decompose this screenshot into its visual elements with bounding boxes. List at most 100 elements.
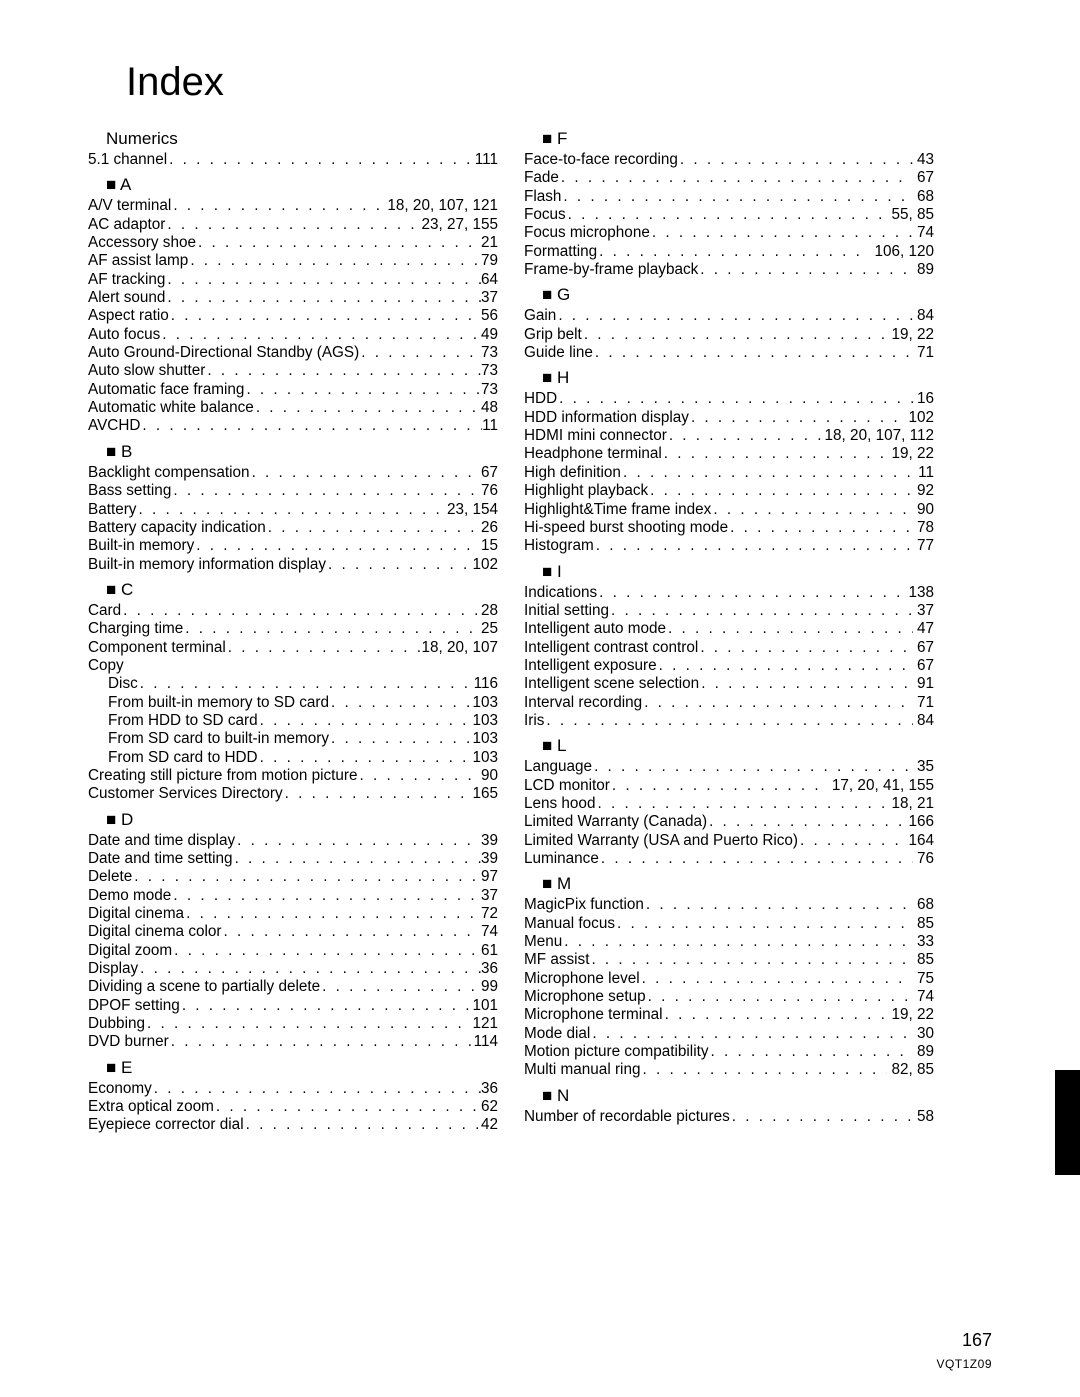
index-entry: Component terminal . . . . . . . . . . .… bbox=[88, 639, 498, 657]
index-entry-pages: 64 bbox=[481, 271, 498, 289]
index-entry-pages: 114 bbox=[474, 1033, 498, 1051]
index-entry-pages: 15 bbox=[481, 537, 498, 555]
index-entry-label: Interval recording bbox=[524, 694, 642, 712]
leader-dots: . . . . . . . . . . . . . . . . . . . . … bbox=[590, 1025, 913, 1043]
leader-dots: . . . . . . . . . . . . . . . . . . . . … bbox=[136, 501, 446, 519]
index-entry-pages: 116 bbox=[474, 675, 498, 693]
section-heading: ■ N bbox=[542, 1086, 934, 1106]
index-entry: Intelligent contrast control . . . . . .… bbox=[524, 639, 934, 657]
index-entry-label: LCD monitor bbox=[524, 777, 610, 795]
index-entry-label: From built-in memory to SD card bbox=[108, 694, 329, 712]
leader-dots: . . . . . . . . . . . . . . . . . . . . … bbox=[244, 1116, 481, 1134]
index-entry-pages: 73 bbox=[481, 362, 498, 380]
index-entry-pages: 11 bbox=[914, 464, 934, 482]
index-entry-pages: 90 bbox=[913, 501, 934, 519]
index-entry-pages: 55, 85 bbox=[887, 206, 934, 224]
index-entry-pages: 103 bbox=[472, 694, 498, 712]
index-entry: Eyepiece corrector dial . . . . . . . . … bbox=[88, 1116, 498, 1134]
index-entry-pages: 82, 85 bbox=[887, 1061, 934, 1079]
index-entry-label: Dividing a scene to partially delete bbox=[88, 978, 320, 996]
index-entry-label: Alert sound bbox=[88, 289, 165, 307]
index-entry-pages: 56 bbox=[481, 307, 498, 325]
index-entry: MF assist . . . . . . . . . . . . . . . … bbox=[524, 951, 934, 969]
index-entry-pages: 19, 22 bbox=[887, 1006, 934, 1024]
section-heading: ■ A bbox=[106, 175, 498, 195]
index-entry-pages: 28 bbox=[481, 602, 498, 620]
index-entry-pages: 106, 120 bbox=[870, 243, 934, 261]
leader-dots: . . . . . . . . . . . . . . . . . . . . … bbox=[283, 785, 473, 803]
leader-dots: . . . . . . . . . . . . . . . . . . . . … bbox=[250, 464, 481, 482]
leader-dots: . . . . . . . . . . . . . . . . . . . . … bbox=[184, 905, 481, 923]
index-entry: Formatting . . . . . . . . . . . . . . .… bbox=[524, 243, 934, 261]
leader-dots: . . . . . . . . . . . . . . . . . . . . … bbox=[244, 381, 481, 399]
index-entry: Microphone terminal . . . . . . . . . . … bbox=[524, 1006, 934, 1024]
index-entry-label: Digital zoom bbox=[88, 942, 172, 960]
leader-dots: . . . . . . . . . . . . . . . . . . . . … bbox=[226, 639, 422, 657]
index-entry: Histogram . . . . . . . . . . . . . . . … bbox=[524, 537, 934, 555]
index-entry-pages: 91 bbox=[913, 675, 934, 693]
index-entry-pages: 72 bbox=[481, 905, 498, 923]
index-entry: Automatic white balance . . . . . . . . … bbox=[88, 399, 498, 417]
index-entry: 5.1 channel . . . . . . . . . . . . . . … bbox=[88, 151, 498, 169]
index-entry-pages: 43 bbox=[913, 151, 934, 169]
index-entry-label: Bass setting bbox=[88, 482, 171, 500]
index-entry-label: Built-in memory bbox=[88, 537, 194, 555]
leader-dots: . . . . . . . . . . . . . . . . . . . . … bbox=[145, 1015, 472, 1033]
index-entry-pages: 68 bbox=[913, 896, 934, 914]
index-entry: Accessory shoe . . . . . . . . . . . . .… bbox=[88, 234, 498, 252]
section-heading: ■ F bbox=[542, 129, 934, 149]
leader-dots: . . . . . . . . . . . . . . . . . . . . … bbox=[194, 537, 481, 555]
leader-dots: . . . . . . . . . . . . . . . . . . . . … bbox=[609, 602, 913, 620]
index-entry-label: MF assist bbox=[524, 951, 589, 969]
page-title: Index bbox=[126, 60, 992, 105]
index-entry: Iris . . . . . . . . . . . . . . . . . .… bbox=[524, 712, 934, 730]
leader-dots: . . . . . . . . . . . . . . . . . . . . … bbox=[221, 923, 481, 941]
index-entry-label: Auto slow shutter bbox=[88, 362, 205, 380]
index-entry-pages: 35 bbox=[913, 758, 934, 776]
leader-dots: . . . . . . . . . . . . . . . . . . . . … bbox=[599, 850, 913, 868]
index-entry-pages: 48 bbox=[481, 399, 498, 417]
index-entry-label: Headphone terminal bbox=[524, 445, 662, 463]
leader-dots: . . . . . . . . . . . . . . . . . . . . … bbox=[640, 1061, 887, 1079]
leader-dots: . . . . . . . . . . . . . . . . . . . . … bbox=[138, 675, 474, 693]
leader-dots: . . . . . . . . . . . . . . . . . . . . … bbox=[561, 188, 913, 206]
index-entry: HDD . . . . . . . . . . . . . . . . . . … bbox=[524, 390, 934, 408]
index-entry-pages: 73 bbox=[481, 381, 498, 399]
index-entry: DVD burner . . . . . . . . . . . . . . .… bbox=[88, 1033, 498, 1051]
leader-dots: . . . . . . . . . . . . . . . . . . . . … bbox=[650, 224, 913, 242]
index-entry-label: Manual focus bbox=[524, 915, 615, 933]
index-entry: Highlight&Time frame index . . . . . . .… bbox=[524, 501, 934, 519]
leader-dots: . . . . . . . . . . . . . . . . . . . . … bbox=[233, 850, 481, 868]
leader-dots: . . . . . . . . . . . . . . . . . . . . … bbox=[698, 639, 913, 657]
index-entry-pages: 74 bbox=[913, 224, 934, 242]
index-entry: Demo mode . . . . . . . . . . . . . . . … bbox=[88, 887, 498, 905]
index-group-label: Copy bbox=[88, 657, 498, 675]
index-entry-label: Face-to-face recording bbox=[524, 151, 678, 169]
index-entry: Hi-speed burst shooting mode . . . . . .… bbox=[524, 519, 934, 537]
leader-dots: . . . . . . . . . . . . . . . . . . . . … bbox=[121, 602, 481, 620]
leader-dots: . . . . . . . . . . . . . . . . . . . . … bbox=[196, 234, 481, 252]
page-number: 167 bbox=[962, 1330, 992, 1351]
index-entry: MagicPix function . . . . . . . . . . . … bbox=[524, 896, 934, 914]
index-entry-label: Grip belt bbox=[524, 326, 582, 344]
index-entry-pages: 30 bbox=[913, 1025, 934, 1043]
index-entry-pages: 89 bbox=[913, 1043, 934, 1061]
index-entry-label: 5.1 channel bbox=[88, 151, 167, 169]
index-entry-pages: 67 bbox=[481, 464, 498, 482]
index-entry-pages: 103 bbox=[472, 749, 498, 767]
index-entry-label: Intelligent exposure bbox=[524, 657, 657, 675]
index-entry: Digital cinema color . . . . . . . . . .… bbox=[88, 923, 498, 941]
index-entry-label: High definition bbox=[524, 464, 621, 482]
leader-dots: . . . . . . . . . . . . . . . . . . . . … bbox=[642, 694, 913, 712]
index-entry-pages: 103 bbox=[472, 712, 498, 730]
index-entry: LCD monitor . . . . . . . . . . . . . . … bbox=[524, 777, 934, 795]
leader-dots: . . . . . . . . . . . . . . . . . . . . … bbox=[648, 482, 913, 500]
index-entry-pages: 23, 27, 155 bbox=[421, 216, 498, 234]
index-entry-label: AVCHD bbox=[88, 417, 140, 435]
index-entry-pages: 74 bbox=[481, 923, 498, 941]
section-heading: ■ B bbox=[106, 442, 498, 462]
index-page: Index Numerics5.1 channel . . . . . . . … bbox=[0, 0, 1080, 1397]
index-entry: Focus . . . . . . . . . . . . . . . . . … bbox=[524, 206, 934, 224]
index-entry-label: HDD information display bbox=[524, 409, 689, 427]
index-entry: Date and time setting . . . . . . . . . … bbox=[88, 850, 498, 868]
